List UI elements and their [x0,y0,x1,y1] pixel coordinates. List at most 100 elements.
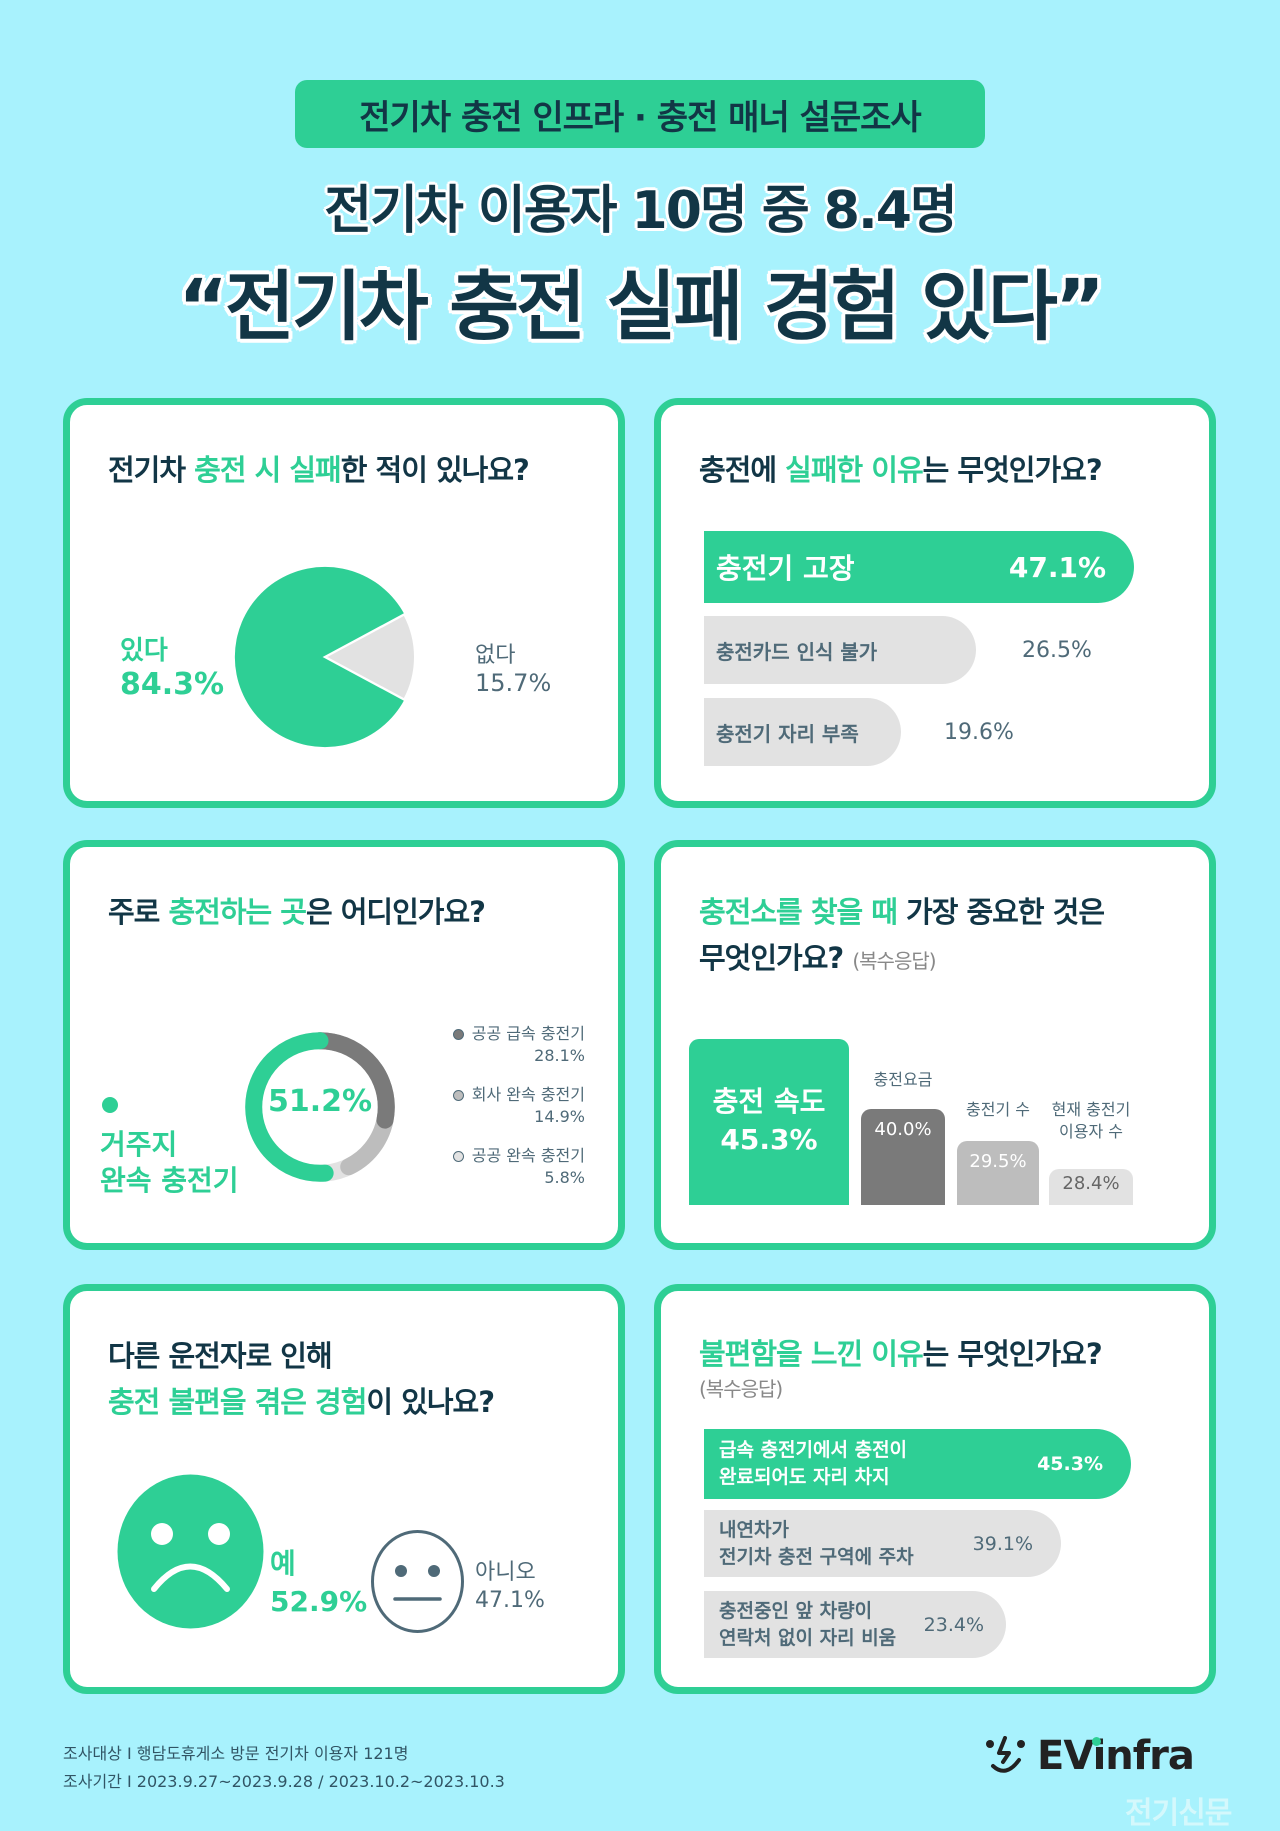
card-inconvenience-reasons: 불편함을 느낀 이유는 무엇인가요? (복수응답) 급속 충전기에서 충전이 완… [654,1284,1216,1694]
result-label: 예 [270,1547,296,1580]
bar-item: 급속 충전기에서 충전이 완료되어도 자리 차지 45.3% [704,1429,1131,1499]
bar-value: 45.3% [1037,1453,1103,1475]
sad-face-icon [117,1474,264,1629]
bar-label-line: 연락처 없이 자리 비움 [719,1626,897,1649]
question-title: 전기차 충전 시 실패한 적이 있나요? [108,447,598,493]
question-highlight: 실패한 이유 [785,453,923,487]
bar-label: 충전기 고장 [716,552,855,585]
subtitle: 전기차 이용자 10명 중 8.4명 [324,181,957,241]
bar-label-line: 내연차가 [719,1518,789,1541]
donut-center-value: 51.2% [267,1084,373,1119]
legend-value: 15.7% [475,669,552,697]
bar-value: 26.5% [1022,637,1092,663]
legend-label: 공공 급속 충전기 [471,1024,585,1043]
card-inconvenience: 다른 운전자로 인해 충전 불편을 겪은 경험이 있나요? 예 52.9% 아니… [63,1284,625,1694]
survey-period: 조사기간 I 2023.9.27~2023.9.28 / 2023.10.2~2… [63,1772,505,1791]
card-charging-location: 주로 충전하는 곳은 어디인가요? 51.2% 거주지 완속 충전기 공공 급속… [63,840,625,1250]
legend-label: 공공 완속 충전기 [471,1146,585,1165]
bar-label: 충전기 수 [966,1100,1030,1119]
multi-response-note: (복수응답) [699,1377,783,1401]
no-result: 아니오 47.1% [475,1559,545,1615]
bar-value: 39.1% [972,1532,1033,1555]
bar-value: 23.4% [923,1613,984,1636]
legend-no: 없다 15.7% [475,637,551,697]
question-title: 주로 충전하는 곳은 어디인가요? [108,889,598,935]
question-highlight: 충전하는 곳 [168,895,306,929]
bar-item: 충전 속도 45.3% [689,1039,849,1205]
card-failure-reasons: 충전에 실패한 이유는 무엇인가요? 충전기 고장 47.1% 충전카드 인식 … [654,398,1216,808]
bar-label: 충전요금 [873,1070,933,1089]
bar-item: 내연차가 전기차 충전 구역에 주차 39.1% [704,1510,1061,1577]
question-highlight: 충전소를 찾을 때 [699,895,898,929]
bar-item: 충전기 자리 부족 19.6% [704,698,1014,766]
legend-label: 완속 충전기 [100,1164,239,1197]
survey-badge: 전기차 충전 인프라 · 충전 매너 설문조사 [295,80,985,148]
legend-value: 84.3% [120,667,225,702]
question-title: 불편함을 느낀 이유는 무엇인가요? (복수응답) [699,1333,1189,1403]
bar-value: 45.3% [720,1123,818,1156]
question-text: 다른 운전자로 인해 [108,1339,333,1373]
evinfra-logo: EVinfra [985,1733,1195,1779]
bar-value: 40.0% [874,1119,932,1140]
bar-item: 40.0% [861,1109,945,1205]
multi-response-note: (복수응답) [852,949,936,973]
result-label: 아니오 [475,1560,536,1585]
bar-label-line: 완료되어도 자리 차지 [719,1466,890,1488]
evinfra-logo-icon [986,1736,1025,1773]
question-title: 충전소를 찾을 때 가장 중요한 것은 무엇인가요? (복수응답) [699,889,1189,984]
legend-dot-icon [452,1150,464,1162]
question-title: 충전에 실패한 이유는 무엇인가요? [699,447,1189,493]
legend-value: 14.9% [534,1107,585,1126]
legend-label: 거주지 [100,1128,178,1161]
legend-yes: 있다 84.3% [120,630,224,702]
legend-label: 회사 완속 충전기 [471,1085,585,1104]
pie-chart [234,566,417,748]
watermark: 전기신문 [1125,1796,1232,1831]
bar-item: 충전기 고장 47.1% [704,531,1134,603]
question-highlight: 충전 불편을 겪은 경험 [108,1385,367,1419]
bar-label: 내연차가 전기차 충전 구역에 주차 [704,1517,914,1571]
question-text: 는 무엇인가요? [922,453,1103,487]
card-charging-failure: 전기차 충전 시 실패한 적이 있나요? 있다 84.3% 없다 15.7% [63,398,625,808]
question-text: 이 있나요? [366,1385,495,1419]
question-title: 다른 운전자로 인해 충전 불편을 겪은 경험이 있나요? [108,1333,598,1425]
bar-value: 28.4% [1062,1173,1120,1194]
question-text: 무엇인가요? [699,941,844,975]
logo-text: EVinfra [1037,1733,1195,1779]
bar-label: 충전 속도 [712,1085,826,1118]
legend-label: 없다 [475,643,516,668]
bar-label: 충전중인 앞 차량이 연락처 없이 자리 비움 [704,1598,896,1652]
legend-label: 있다 [120,636,168,666]
legend-item: 공공 급속 충전기 28.1% [445,1023,585,1067]
bar-label-line: 전기차 충전 구역에 주차 [719,1545,914,1568]
legend-value: 28.1% [534,1046,585,1065]
question-text: 충전에 [699,453,786,487]
headline: “전기차 충전 실패 경험 있다” [178,262,1105,351]
bar-item: 충전중인 앞 차량이 연락처 없이 자리 비움 23.4% [704,1591,1006,1658]
question-text: 은 어디인가요? [305,895,486,929]
question-text: 는 무엇인가요? [922,1337,1103,1371]
result-value: 47.1% [475,1588,545,1613]
legend-item: 공공 완속 충전기 5.8% [445,1145,585,1189]
question-text: 한 적이 있나요? [340,453,530,487]
legend-item: 회사 완속 충전기 14.9% [445,1084,585,1128]
bar-value: 29.5% [969,1151,1027,1172]
bar-label-line: 급속 충전기에서 충전이 [719,1439,908,1461]
bar-value: 47.1% [1008,550,1106,584]
survey-footer: 조사대상 I 행담도휴게소 방문 전기차 이용자 121명 조사기간 I 202… [63,1740,505,1796]
donut-main-label: 거주지 완속 충전기 [100,1097,239,1199]
donut-chart [245,1032,395,1182]
question-text: 주로 [108,895,169,929]
legend-dot-icon [102,1097,118,1113]
legend-value: 5.8% [544,1168,585,1187]
question-highlight: 충전 시 실패 [194,453,342,487]
bar-label-line: 현재 충전기 [1051,1100,1131,1119]
question-text: 전기차 [108,453,195,487]
bar-item: 29.5% [957,1141,1039,1205]
legend-dot-icon [452,1089,464,1101]
question-text: 가장 중요한 것은 [896,895,1105,929]
bar-label-line: 이용자 수 [1059,1122,1123,1141]
bar-label: 충전카드 인식 불가 [716,639,878,664]
bar-item: 28.4% [1049,1169,1133,1205]
bar-label: 충전기 자리 부족 [716,721,859,746]
